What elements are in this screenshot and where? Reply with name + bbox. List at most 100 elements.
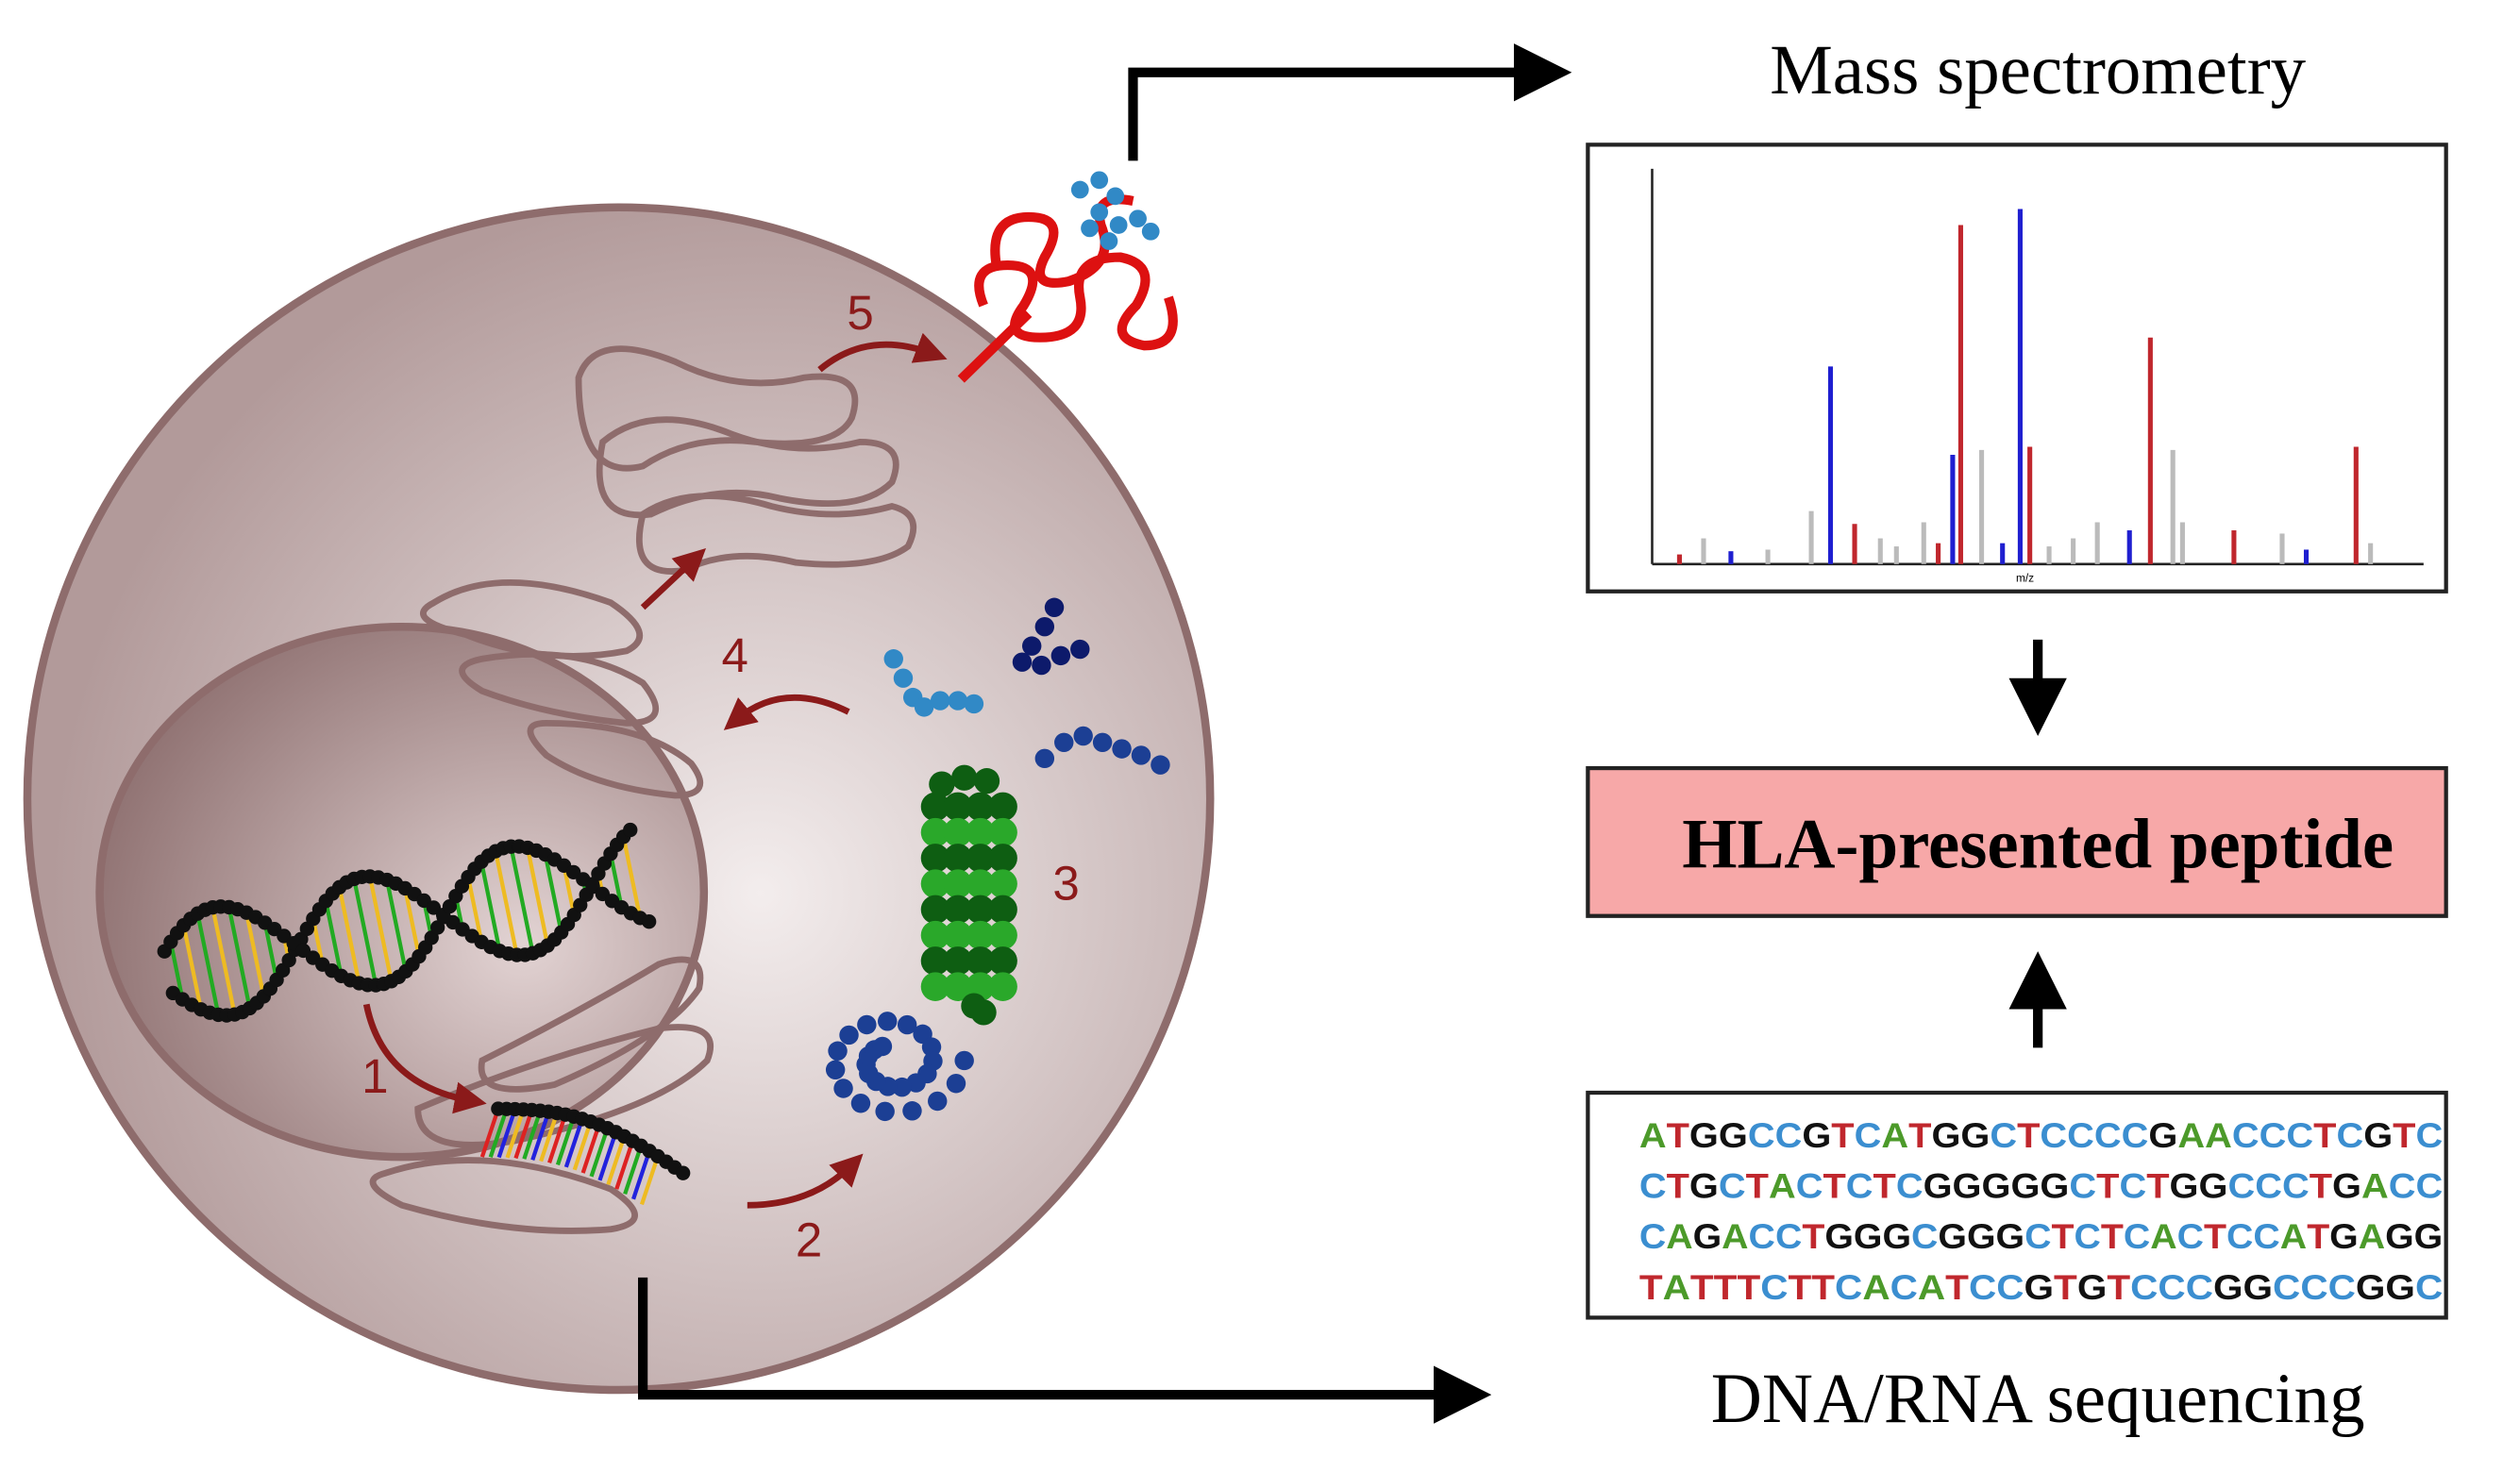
base-pair bbox=[168, 941, 185, 1000]
base-pair bbox=[311, 918, 325, 965]
base: G bbox=[1824, 1216, 1854, 1256]
base: C bbox=[2328, 1267, 2356, 1307]
residue bbox=[988, 895, 1017, 925]
base bbox=[623, 1145, 644, 1196]
base: G bbox=[1924, 1166, 1953, 1206]
base: C bbox=[2282, 1166, 2310, 1206]
base: T bbox=[1811, 1267, 1835, 1307]
residue bbox=[920, 817, 950, 847]
residue bbox=[1112, 739, 1132, 759]
base: G bbox=[2356, 1267, 2386, 1307]
base: C bbox=[1760, 1267, 1788, 1307]
base bbox=[572, 1121, 593, 1171]
residue bbox=[825, 1060, 846, 1079]
base: C bbox=[2300, 1267, 2327, 1307]
base: C bbox=[1748, 1115, 1775, 1155]
base-pair bbox=[195, 912, 221, 1015]
base bbox=[496, 1108, 517, 1159]
base: C bbox=[2067, 1115, 2094, 1155]
base: T bbox=[1789, 1267, 1812, 1307]
base: G bbox=[1693, 1216, 1722, 1256]
residue bbox=[920, 844, 950, 873]
base: C bbox=[1639, 1216, 1666, 1256]
residue bbox=[946, 1074, 966, 1094]
base: T bbox=[2101, 1216, 2124, 1256]
base: A bbox=[1722, 1216, 1748, 1256]
base-pair bbox=[621, 836, 643, 919]
base: T bbox=[2017, 1115, 2040, 1155]
residue bbox=[930, 691, 950, 711]
residue bbox=[1092, 732, 1113, 753]
base: C bbox=[2119, 1166, 2146, 1206]
base: G bbox=[2385, 1216, 2414, 1256]
base-pair bbox=[494, 850, 519, 956]
residue bbox=[966, 817, 996, 847]
base-pair bbox=[352, 878, 378, 986]
base: G bbox=[1802, 1115, 1831, 1155]
base: A bbox=[1663, 1267, 1690, 1307]
base-pair bbox=[525, 847, 550, 946]
residue bbox=[857, 1014, 877, 1035]
sequence-box bbox=[1586, 1090, 2448, 1320]
base-pair bbox=[337, 886, 361, 984]
residue bbox=[920, 895, 950, 925]
base-pair bbox=[543, 854, 563, 933]
residue bbox=[921, 1037, 942, 1057]
top-label: Mass spectrometry bbox=[1770, 31, 2306, 109]
step-label: 4 bbox=[722, 628, 748, 682]
base: C bbox=[1835, 1267, 1862, 1307]
residue bbox=[1073, 726, 1093, 746]
base: C bbox=[2177, 1216, 2204, 1256]
base: G bbox=[1719, 1115, 1748, 1155]
base: C bbox=[1969, 1267, 1996, 1307]
base: T bbox=[1714, 1267, 1738, 1307]
base: G bbox=[1996, 1216, 2025, 1256]
base: C bbox=[2260, 1115, 2287, 1155]
endoplasmic-reticulum bbox=[369, 579, 714, 1234]
base: G bbox=[2170, 1166, 2199, 1206]
residue bbox=[1044, 597, 1065, 617]
base: A bbox=[2280, 1216, 2307, 1256]
spectrum-box bbox=[1586, 142, 2448, 594]
base: C bbox=[2124, 1216, 2150, 1256]
base: C bbox=[1996, 1267, 2024, 1307]
base: C bbox=[1796, 1166, 1823, 1206]
residue bbox=[964, 694, 984, 714]
residue bbox=[642, 914, 657, 929]
residue bbox=[988, 946, 1017, 976]
base: A bbox=[1918, 1267, 1945, 1307]
base: C bbox=[1846, 1166, 1873, 1206]
residue bbox=[988, 869, 1017, 898]
base: G bbox=[2040, 1166, 2069, 1206]
base: C bbox=[2158, 1267, 2185, 1307]
residue bbox=[920, 869, 950, 898]
step-label: 3 bbox=[1052, 857, 1079, 911]
base: C bbox=[2094, 1115, 2122, 1155]
base: A bbox=[1881, 1115, 1908, 1155]
base: A bbox=[2205, 1115, 2232, 1155]
residue bbox=[920, 920, 950, 950]
residue bbox=[902, 1101, 922, 1121]
base: G bbox=[1938, 1216, 1967, 1256]
base-pair bbox=[227, 907, 252, 1009]
base bbox=[606, 1135, 627, 1186]
residue bbox=[893, 668, 914, 688]
residue bbox=[966, 946, 996, 976]
base: C bbox=[2336, 1115, 2363, 1155]
residue bbox=[943, 895, 973, 925]
base: C bbox=[2227, 1166, 2255, 1206]
base: G bbox=[2024, 1267, 2055, 1307]
base: G bbox=[2385, 1267, 2415, 1307]
base bbox=[513, 1109, 534, 1160]
base: A bbox=[1769, 1166, 1796, 1206]
base: T bbox=[2054, 1267, 2077, 1307]
base: C bbox=[1890, 1267, 1918, 1307]
base: G bbox=[1982, 1166, 2011, 1206]
base: T bbox=[2310, 1166, 2332, 1206]
base: G bbox=[2213, 1267, 2243, 1307]
residue bbox=[1070, 639, 1090, 660]
base: A bbox=[2361, 1166, 2389, 1206]
base-pair bbox=[367, 876, 394, 982]
residue bbox=[1070, 180, 1089, 199]
